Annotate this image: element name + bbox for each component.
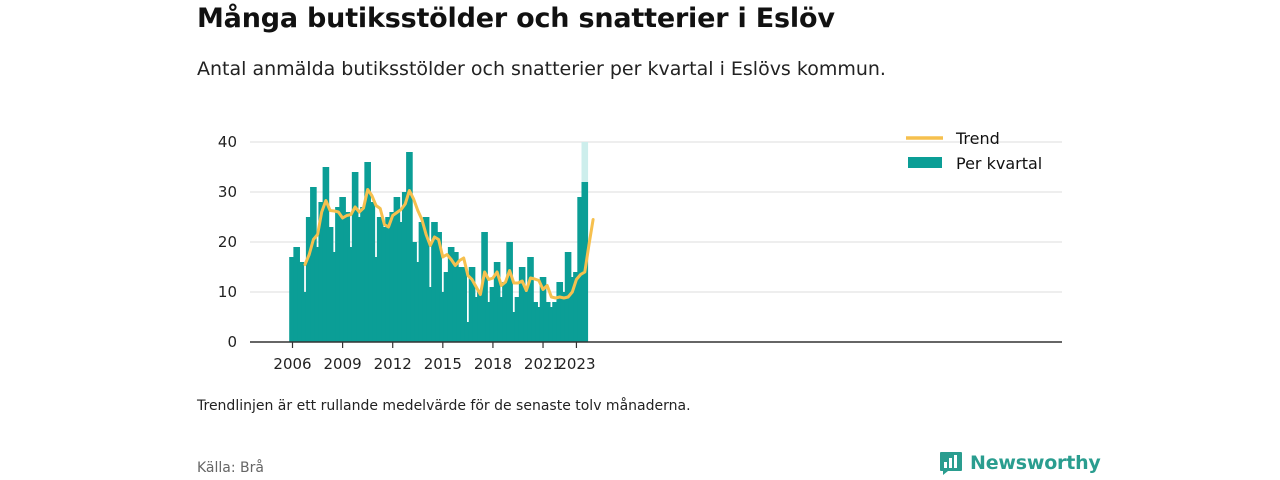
bar bbox=[502, 282, 509, 342]
chart-note: Trendlinjen är ett rullande medelvärde f… bbox=[197, 398, 691, 414]
bar bbox=[310, 187, 317, 342]
bar bbox=[485, 302, 493, 342]
legend-bars-swatch bbox=[908, 157, 942, 168]
bar bbox=[322, 167, 330, 342]
bar bbox=[314, 247, 321, 342]
y-tick-label: 10 bbox=[218, 283, 237, 301]
bar bbox=[343, 212, 351, 342]
bar bbox=[523, 292, 530, 342]
x-tick-label: 2021 bbox=[524, 355, 562, 373]
bar bbox=[414, 262, 422, 342]
y-tick-label: 0 bbox=[227, 333, 237, 351]
bar bbox=[381, 227, 388, 342]
bar bbox=[389, 212, 397, 342]
bar bbox=[326, 227, 334, 342]
bar bbox=[376, 217, 384, 342]
bar bbox=[581, 182, 589, 342]
bar bbox=[401, 192, 409, 342]
bar bbox=[535, 307, 543, 342]
bar bbox=[560, 292, 568, 342]
brand-name: Newsworthy bbox=[970, 452, 1101, 474]
bar bbox=[464, 322, 472, 342]
bar bbox=[493, 262, 501, 342]
bar bbox=[531, 302, 538, 342]
bar bbox=[514, 297, 522, 342]
bar bbox=[518, 267, 526, 342]
x-tick-label: 2018 bbox=[474, 355, 512, 373]
bar bbox=[577, 197, 584, 342]
bar bbox=[426, 287, 434, 342]
legend-trend-label: Trend bbox=[955, 129, 1000, 148]
bar bbox=[447, 247, 455, 342]
bar bbox=[356, 217, 363, 342]
chart-title: Många butiksstölder och snatterier i Esl… bbox=[197, 3, 835, 34]
bar bbox=[289, 257, 296, 342]
bar bbox=[410, 242, 417, 342]
bar-preliminary bbox=[581, 142, 589, 182]
bar-series bbox=[289, 142, 589, 342]
bar bbox=[552, 302, 559, 342]
y-tick-label: 20 bbox=[218, 233, 237, 251]
bar bbox=[443, 272, 451, 342]
x-tick-label: 2015 bbox=[424, 355, 462, 373]
bar bbox=[477, 292, 484, 342]
bar bbox=[435, 232, 442, 342]
bar bbox=[431, 222, 438, 342]
bar bbox=[330, 252, 338, 342]
bar bbox=[347, 247, 355, 342]
bar bbox=[360, 207, 367, 342]
bar bbox=[452, 252, 459, 342]
trend-line bbox=[303, 188, 595, 300]
bar bbox=[543, 302, 551, 342]
chart-subtitle: Antal anmälda butiksstölder och snatteri… bbox=[197, 58, 886, 80]
bar bbox=[372, 257, 380, 342]
bar bbox=[548, 307, 555, 342]
y-tick-label: 40 bbox=[218, 133, 237, 151]
legend: Trend Per kvartal bbox=[906, 129, 1042, 173]
bar bbox=[456, 267, 463, 342]
bar bbox=[418, 222, 426, 342]
bar bbox=[397, 222, 405, 342]
x-tick-label: 2023 bbox=[557, 355, 595, 373]
bar bbox=[351, 172, 359, 342]
bar bbox=[335, 207, 342, 342]
bar bbox=[422, 217, 430, 342]
bar bbox=[406, 152, 413, 342]
bar bbox=[556, 282, 564, 342]
bar bbox=[472, 297, 480, 342]
bar bbox=[568, 277, 576, 342]
bar bbox=[510, 312, 518, 342]
bar bbox=[301, 292, 309, 342]
bar bbox=[468, 267, 476, 342]
bar bbox=[497, 297, 505, 342]
bar bbox=[364, 162, 371, 342]
newsworthy-brand[interactable]: Newsworthy bbox=[938, 450, 1101, 476]
bar bbox=[539, 277, 547, 342]
bar bbox=[297, 262, 305, 342]
newsworthy-logo-icon bbox=[940, 452, 962, 475]
bar bbox=[506, 242, 513, 342]
x-tick-label: 2009 bbox=[324, 355, 362, 373]
legend-bars-label: Per kvartal bbox=[956, 154, 1042, 173]
bar bbox=[573, 272, 580, 342]
bar bbox=[293, 247, 300, 342]
bar bbox=[305, 217, 313, 342]
x-tick-label: 2012 bbox=[374, 355, 412, 373]
bar bbox=[393, 197, 401, 342]
y-tick-label: 30 bbox=[218, 183, 237, 201]
bar bbox=[385, 217, 392, 342]
bar bbox=[527, 257, 534, 342]
bar bbox=[481, 232, 488, 342]
bar bbox=[460, 267, 467, 342]
source-label: Källa: Brå bbox=[197, 460, 264, 476]
x-tick-label: 2006 bbox=[273, 355, 311, 373]
bar bbox=[339, 197, 346, 342]
bar bbox=[318, 202, 326, 342]
bar bbox=[489, 287, 497, 342]
bar bbox=[368, 202, 376, 342]
bar bbox=[439, 292, 447, 342]
